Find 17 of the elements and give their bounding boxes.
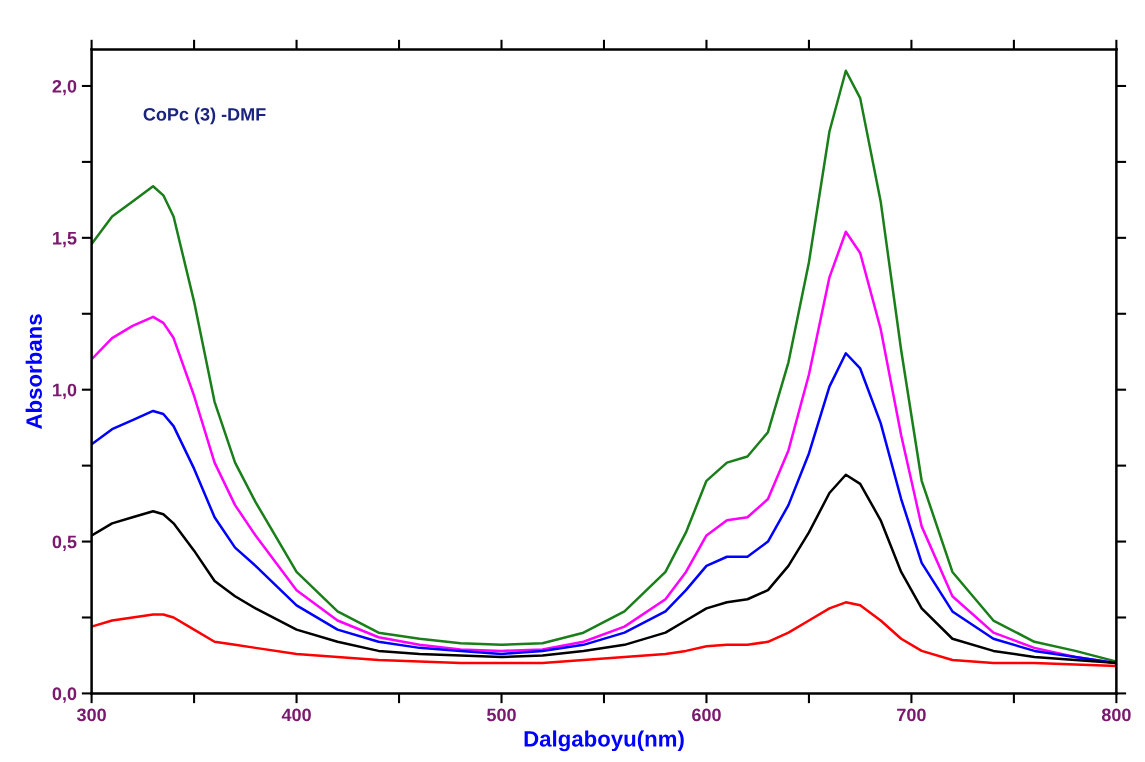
y-tick-label: 1,0: [53, 383, 77, 400]
y-tick-label: 0,0: [52, 687, 77, 703]
x-tick-label: 700: [897, 708, 926, 722]
line-series: [91, 601, 1117, 668]
y-tick-label: 2,0: [52, 79, 77, 96]
x-axis-title: Dalgaboyu(nm): [524, 730, 684, 752]
line-series: [91, 352, 1117, 665]
annotation: CoPc (3) -DMF: [143, 107, 266, 125]
y-tick-label: 0,5: [52, 535, 77, 551]
line-series: [91, 69, 1117, 663]
x-tick-label: 300: [76, 708, 106, 722]
x-tick-label: 600: [692, 708, 721, 722]
x-tick-label: 500: [487, 708, 516, 722]
y-axis-title: Absorbans: [25, 314, 42, 429]
x-tick-label: 400: [281, 708, 311, 722]
y-tick-label: 1,5: [53, 231, 77, 248]
x-tick-label: 800: [1101, 708, 1131, 722]
